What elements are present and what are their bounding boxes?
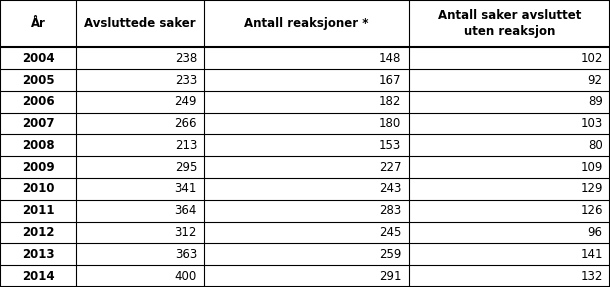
Text: 2004: 2004	[22, 52, 54, 65]
Text: 363: 363	[175, 248, 197, 261]
Text: 80: 80	[588, 139, 603, 152]
Text: 182: 182	[379, 95, 401, 108]
Text: 2006: 2006	[22, 95, 54, 108]
Text: 245: 245	[379, 226, 401, 239]
Text: Antall saker avsluttet
uten reaksjon: Antall saker avsluttet uten reaksjon	[437, 9, 581, 38]
Text: 102: 102	[580, 52, 603, 65]
Text: Antall reaksjoner *: Antall reaksjoner *	[244, 17, 369, 30]
Text: 2013: 2013	[22, 248, 54, 261]
Text: 2009: 2009	[22, 161, 54, 174]
Text: 295: 295	[174, 161, 197, 174]
Text: 243: 243	[379, 183, 401, 195]
Text: 148: 148	[379, 52, 401, 65]
Text: 312: 312	[174, 226, 197, 239]
Text: 96: 96	[587, 226, 603, 239]
Text: 109: 109	[580, 161, 603, 174]
Text: 233: 233	[175, 73, 197, 87]
Text: 92: 92	[587, 73, 603, 87]
Text: 141: 141	[580, 248, 603, 261]
Text: 167: 167	[379, 73, 401, 87]
Text: 213: 213	[174, 139, 197, 152]
Text: 2005: 2005	[22, 73, 54, 87]
Text: 2007: 2007	[22, 117, 54, 130]
Text: 283: 283	[379, 204, 401, 217]
Text: 2012: 2012	[22, 226, 54, 239]
Text: 266: 266	[174, 117, 197, 130]
Text: 227: 227	[379, 161, 401, 174]
Text: Avsluttede saker: Avsluttede saker	[85, 17, 196, 30]
Text: 291: 291	[379, 269, 401, 283]
Text: 153: 153	[379, 139, 401, 152]
Text: 400: 400	[175, 269, 197, 283]
Text: 2010: 2010	[22, 183, 54, 195]
Text: 341: 341	[174, 183, 197, 195]
Text: 129: 129	[580, 183, 603, 195]
Text: 2014: 2014	[22, 269, 54, 283]
Text: 180: 180	[379, 117, 401, 130]
Text: 126: 126	[580, 204, 603, 217]
Text: 132: 132	[580, 269, 603, 283]
Text: 2008: 2008	[22, 139, 54, 152]
Text: 89: 89	[588, 95, 603, 108]
Text: 249: 249	[174, 95, 197, 108]
Text: 259: 259	[379, 248, 401, 261]
Text: 103: 103	[581, 117, 603, 130]
Text: År: År	[30, 17, 46, 30]
Text: 238: 238	[175, 52, 197, 65]
Text: 364: 364	[174, 204, 197, 217]
Text: 2011: 2011	[22, 204, 54, 217]
